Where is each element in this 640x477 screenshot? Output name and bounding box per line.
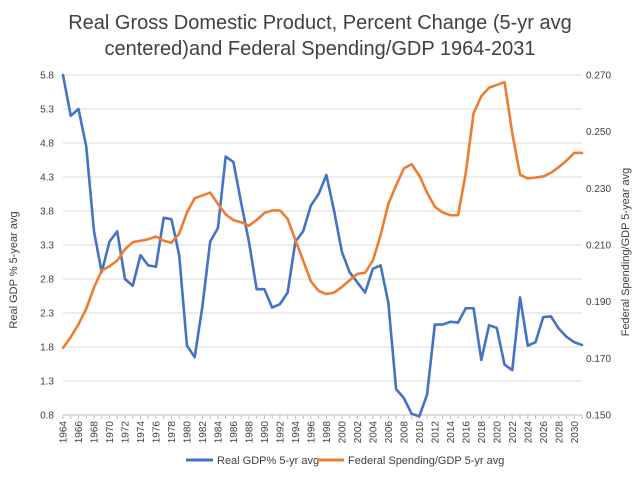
series-lines: [61, 73, 584, 418]
left-y-tick-label: 4.3: [40, 173, 54, 184]
left-y-tick-label: 2.3: [40, 309, 54, 320]
x-tick-label: 2004: [368, 421, 379, 444]
x-tick-label: 1994: [291, 421, 302, 444]
right-y-tick-label: 0.250: [586, 127, 611, 138]
left-y-tick-label: 5.8: [40, 71, 54, 82]
right-y-tick-label: 0.190: [586, 297, 611, 308]
x-tick-label: 1988: [244, 421, 255, 444]
x-tick-label: 1964: [59, 421, 70, 444]
x-tick-label: 2008: [399, 421, 410, 444]
x-tick-label: 2028: [554, 421, 565, 444]
legend: Real GDP% 5-yr avg Federal Spending/GDP …: [186, 455, 504, 467]
left-y-tick-label: 3.8: [40, 207, 54, 218]
x-tick-label: 2002: [353, 421, 364, 444]
x-tick-label: 2012: [430, 421, 441, 444]
chart-title-line-2: centered)and Federal Spending/GDP 1964-2…: [104, 38, 535, 60]
right-y-axis-ticks: 0.150 0.170 0.190 0.210 0.230 0.250 0.270: [586, 71, 611, 422]
right-y-tick-label: 0.210: [586, 241, 611, 252]
chart-title-line-1: Real Gross Domestic Product, Percent Cha…: [68, 12, 572, 34]
x-tick-label: 1998: [322, 421, 333, 444]
x-tick-label: 1992: [275, 421, 286, 444]
x-tick-label: 2020: [492, 421, 503, 444]
x-tick-label: 1990: [260, 421, 271, 444]
x-tick-label: 2014: [446, 421, 457, 444]
legend-label-federal-spending: Federal Spending/GDP 5-yr avg: [348, 455, 504, 467]
left-y-tick-label: 5.3: [40, 105, 54, 116]
left-y-tick-label: 4.8: [40, 139, 54, 150]
gridlines: [63, 74, 582, 416]
x-tick-label: 1996: [306, 421, 317, 444]
x-tick-label: 2018: [477, 421, 488, 444]
x-tick-label: 2030: [570, 421, 581, 444]
left-y-axis-ticks: 0.8 1.3 1.8 2.3 2.8 3.3 3.8 4.3 4.8 5.3 5.8: [40, 71, 54, 422]
x-tick-label: 1984: [213, 421, 224, 444]
x-tick-label: 2010: [415, 421, 426, 444]
x-tick-label: 1972: [120, 421, 131, 444]
right-y-tick-label: 0.170: [586, 354, 611, 365]
right-y-tick-label: 0.270: [586, 71, 611, 82]
left-y-tick-label: 2.8: [40, 275, 54, 286]
x-tick-label: 1980: [182, 421, 193, 444]
left-y-tick-label: 1.3: [40, 377, 54, 388]
x-tick-label: 1974: [136, 421, 147, 444]
x-tick-label: 2024: [523, 421, 534, 444]
x-tick-label: 1966: [74, 421, 85, 444]
x-tick-label: 1986: [229, 421, 240, 444]
x-tick-label: 1970: [105, 421, 116, 444]
series-line-federal-spending: [61, 80, 584, 350]
right-y-axis-label: Federal Spending/GDP 5-year avg: [620, 168, 632, 337]
left-y-tick-label: 3.3: [40, 241, 54, 252]
x-tick-label: 2006: [384, 421, 395, 444]
left-y-axis-label: Real GDP % 5-year avg: [8, 211, 20, 328]
x-tick-label: 2000: [337, 421, 348, 444]
right-y-tick-label: 0.150: [586, 411, 611, 422]
legend-label-real-gdp: Real GDP% 5-yr avg: [217, 455, 319, 467]
x-tick-label: 2026: [539, 421, 550, 444]
x-tick-label: 1982: [198, 421, 209, 444]
left-y-tick-label: 1.8: [40, 343, 54, 354]
right-y-tick-label: 0.230: [586, 184, 611, 195]
x-tick-label: 2016: [461, 421, 472, 444]
x-axis: 1964 1966 1968 1970 1972 1974 1976 1978 1980 1982…: [59, 414, 583, 444]
x-tick-label: 1976: [151, 421, 162, 444]
x-tick-label: 1978: [167, 421, 178, 444]
x-tick-label: 1968: [89, 421, 100, 444]
x-tick-label: 2022: [508, 421, 519, 444]
series-line-real-gdp: [61, 73, 584, 418]
left-y-tick-label: 0.8: [40, 411, 54, 422]
